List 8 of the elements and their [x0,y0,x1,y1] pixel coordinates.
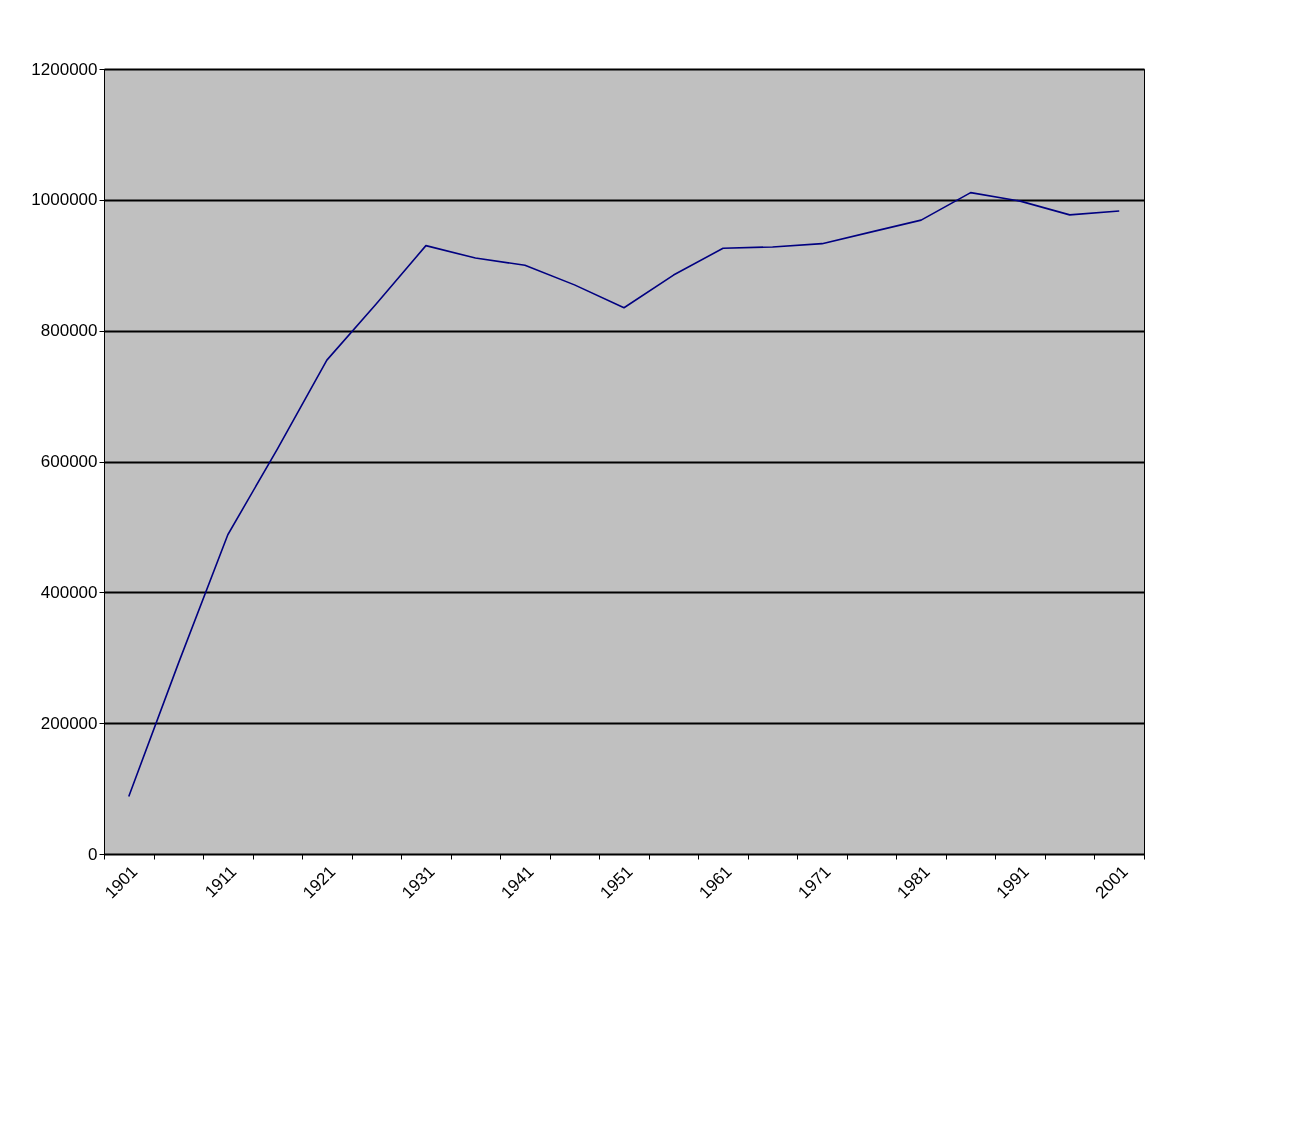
y-tick-label: 600000 [40,452,98,471]
y-tick-label: 200000 [40,713,98,733]
y-tick-label: 0 [88,844,98,864]
y-tick-label: 800000 [40,321,98,341]
y-tick-label: 400000 [40,582,98,602]
line-series [127,191,1121,798]
y-tick-label: 1000000 [31,190,98,210]
y-tick-label: 1200000 [31,59,98,79]
